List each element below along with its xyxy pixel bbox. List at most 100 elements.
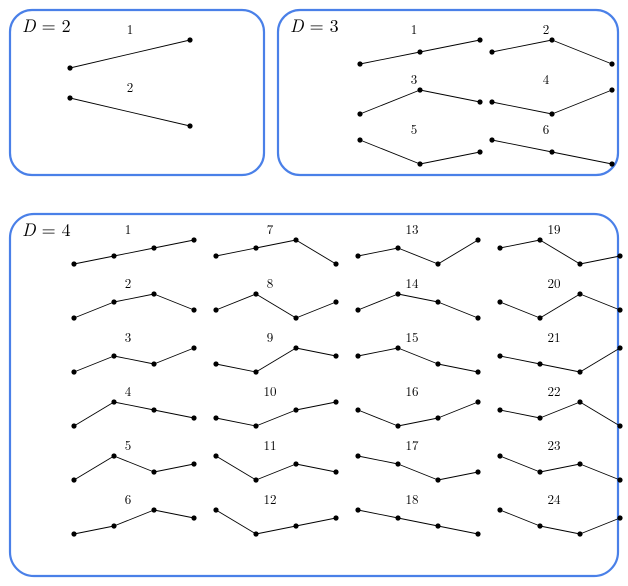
background	[0, 0, 628, 586]
motif-label-10: 10	[264, 381, 277, 400]
node	[577, 461, 582, 466]
node	[489, 99, 494, 104]
node	[477, 149, 482, 154]
node	[191, 345, 196, 350]
node	[475, 315, 480, 320]
node	[617, 253, 622, 258]
node	[477, 37, 482, 42]
motif-label-24: 24	[548, 489, 562, 508]
motif-label-2: 2	[543, 19, 550, 38]
motif-label-17: 17	[406, 435, 420, 454]
node	[417, 161, 422, 166]
motif-label-3: 3	[125, 327, 132, 346]
node	[333, 299, 338, 304]
node	[577, 399, 582, 404]
node	[191, 237, 196, 242]
node	[395, 291, 400, 296]
node	[357, 61, 362, 66]
node	[253, 477, 258, 482]
node	[191, 461, 196, 466]
motif-label-7: 7	[267, 219, 274, 238]
node	[111, 453, 116, 458]
node	[293, 461, 298, 466]
motif-label-21: 21	[548, 327, 561, 346]
node	[213, 253, 218, 258]
node	[395, 345, 400, 350]
node	[111, 253, 116, 258]
motif-label-1: 1	[125, 219, 132, 238]
motif-label-13: 13	[406, 219, 419, 238]
node	[253, 245, 258, 250]
node	[357, 137, 362, 142]
node	[537, 361, 542, 366]
node	[549, 37, 554, 42]
node	[577, 531, 582, 536]
node	[549, 111, 554, 116]
node	[609, 161, 614, 166]
motif-label-5: 5	[125, 435, 132, 454]
node	[435, 361, 440, 366]
motif-label-5: 5	[411, 119, 418, 138]
node	[617, 307, 622, 312]
node	[435, 299, 440, 304]
node	[497, 353, 502, 358]
node	[333, 469, 338, 474]
node	[151, 245, 156, 250]
motif-label-4: 4	[125, 381, 132, 400]
node	[213, 507, 218, 512]
node	[435, 261, 440, 266]
node	[497, 453, 502, 458]
node	[293, 237, 298, 242]
node	[395, 245, 400, 250]
node	[213, 453, 218, 458]
figure-root: 1212345617131928142039152141016225111723…	[0, 0, 628, 586]
node	[111, 523, 116, 528]
motif-label-1: 1	[411, 19, 418, 38]
node	[537, 469, 542, 474]
node	[489, 49, 494, 54]
node	[477, 99, 482, 104]
node	[293, 523, 298, 528]
node	[609, 87, 614, 92]
node	[333, 261, 338, 266]
motif-label-2: 2	[127, 77, 134, 96]
node	[617, 515, 622, 520]
node	[67, 95, 72, 100]
node	[151, 291, 156, 296]
motif-label-20: 20	[548, 273, 561, 292]
node	[71, 315, 76, 320]
node	[497, 299, 502, 304]
node	[537, 315, 542, 320]
node	[475, 399, 480, 404]
node	[253, 369, 258, 374]
panel-label-d3: D = 3	[290, 13, 339, 38]
node	[609, 61, 614, 66]
node	[111, 399, 116, 404]
motif-label-15: 15	[406, 327, 419, 346]
node	[213, 415, 218, 420]
node	[435, 523, 440, 528]
node	[71, 423, 76, 428]
node	[617, 477, 622, 482]
motif-label-2: 2	[125, 273, 132, 292]
motif-label-22: 22	[548, 381, 561, 400]
node	[549, 149, 554, 154]
node	[475, 237, 480, 242]
motif-label-9: 9	[267, 327, 274, 346]
motif-label-1: 1	[127, 19, 134, 38]
node	[617, 345, 622, 350]
node	[355, 353, 360, 358]
node	[333, 399, 338, 404]
node	[71, 261, 76, 266]
panel-label-d2: D = 2	[22, 13, 71, 38]
node	[293, 315, 298, 320]
node	[355, 307, 360, 312]
node	[151, 361, 156, 366]
node	[489, 137, 494, 142]
node	[71, 477, 76, 482]
node	[355, 253, 360, 258]
node	[577, 369, 582, 374]
node	[71, 369, 76, 374]
node	[333, 353, 338, 358]
motif-label-6: 6	[125, 489, 132, 508]
